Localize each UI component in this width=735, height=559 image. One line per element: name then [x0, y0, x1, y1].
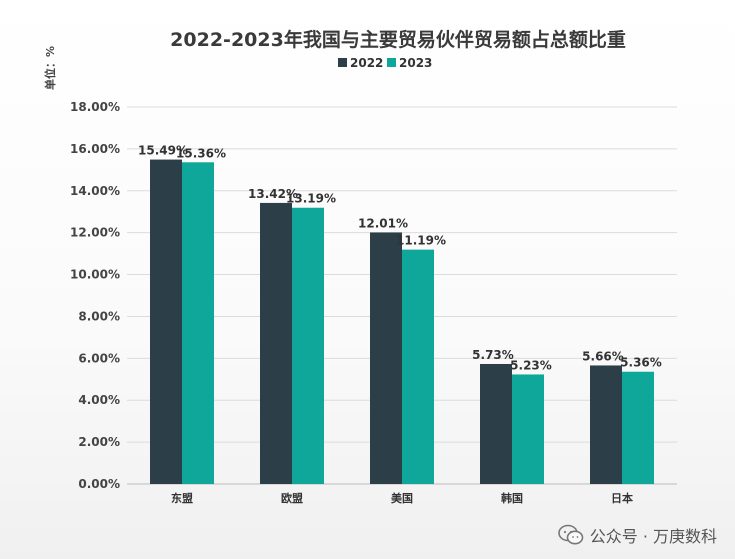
bar-2023-4 — [622, 371, 654, 484]
wechat-icon — [557, 524, 584, 545]
legend-swatch — [338, 58, 347, 67]
bar-2022-4 — [590, 365, 622, 484]
data-label: 15.49% — [138, 144, 188, 158]
y-tick-label: 14.00% — [70, 184, 120, 198]
y-tick-label: 18.00% — [70, 100, 120, 114]
bar-2022-0 — [150, 159, 182, 484]
bar-2023-0 — [182, 162, 214, 484]
data-label: 5.23% — [510, 358, 552, 372]
data-label: 13.42% — [248, 187, 298, 201]
legend-swatch — [387, 58, 396, 67]
x-category-label: 欧盟 — [281, 491, 303, 505]
bar-2022-1 — [260, 202, 292, 485]
watermark-text: 公众号 · 万庚数科 — [589, 527, 717, 546]
data-label: 5.66% — [582, 349, 624, 363]
y-tick-label: 2.00% — [78, 435, 120, 449]
data-label: 5.36% — [620, 356, 662, 370]
data-label: 15.36% — [176, 146, 226, 160]
x-axis-categories: 东盟 欧盟 美国 韩国 日本 — [171, 491, 633, 505]
y-tick-label: 6.00% — [78, 351, 120, 365]
data-labels: 15.49%15.36% 13.42%13.19% 12.01% 11.19% 5.73… — [138, 144, 662, 373]
bar-2022-3 — [480, 363, 512, 484]
y-tick-label: 0.00% — [78, 477, 120, 491]
legend-label: 2022 — [350, 56, 383, 70]
x-category-label: 日本 — [611, 491, 633, 505]
bars — [150, 159, 654, 485]
y-tick-label: 10.00% — [70, 268, 120, 282]
legend: 2022 2023 — [338, 56, 432, 70]
legend-label: 2023 — [399, 56, 432, 70]
x-category-label: 东盟 — [171, 491, 193, 505]
x-category-label: 韩国 — [501, 491, 523, 505]
x-category-label: 美国 — [391, 491, 413, 505]
data-label: 12.01% — [358, 216, 408, 230]
y-tick-label: 8.00% — [78, 309, 120, 323]
bar-2023-3 — [512, 374, 544, 484]
y-tick-label: 16.00% — [70, 142, 120, 156]
data-label: 11.19% — [396, 234, 446, 248]
bar-2022-2 — [370, 232, 402, 484]
bar-2023-1 — [292, 207, 324, 484]
unit-label: 单位：% — [43, 46, 57, 90]
data-label: 5.73% — [472, 348, 514, 362]
y-tick-label: 4.00% — [78, 393, 120, 407]
chart-title: 2022-2023年我国与主要贸易伙伴贸易额占总额比重 — [170, 28, 626, 51]
data-label: 13.19% — [286, 192, 336, 206]
watermark: 公众号 · 万庚数科 — [557, 523, 717, 547]
y-tick-label: 12.00% — [70, 226, 120, 240]
bar-2023-2 — [402, 249, 434, 484]
